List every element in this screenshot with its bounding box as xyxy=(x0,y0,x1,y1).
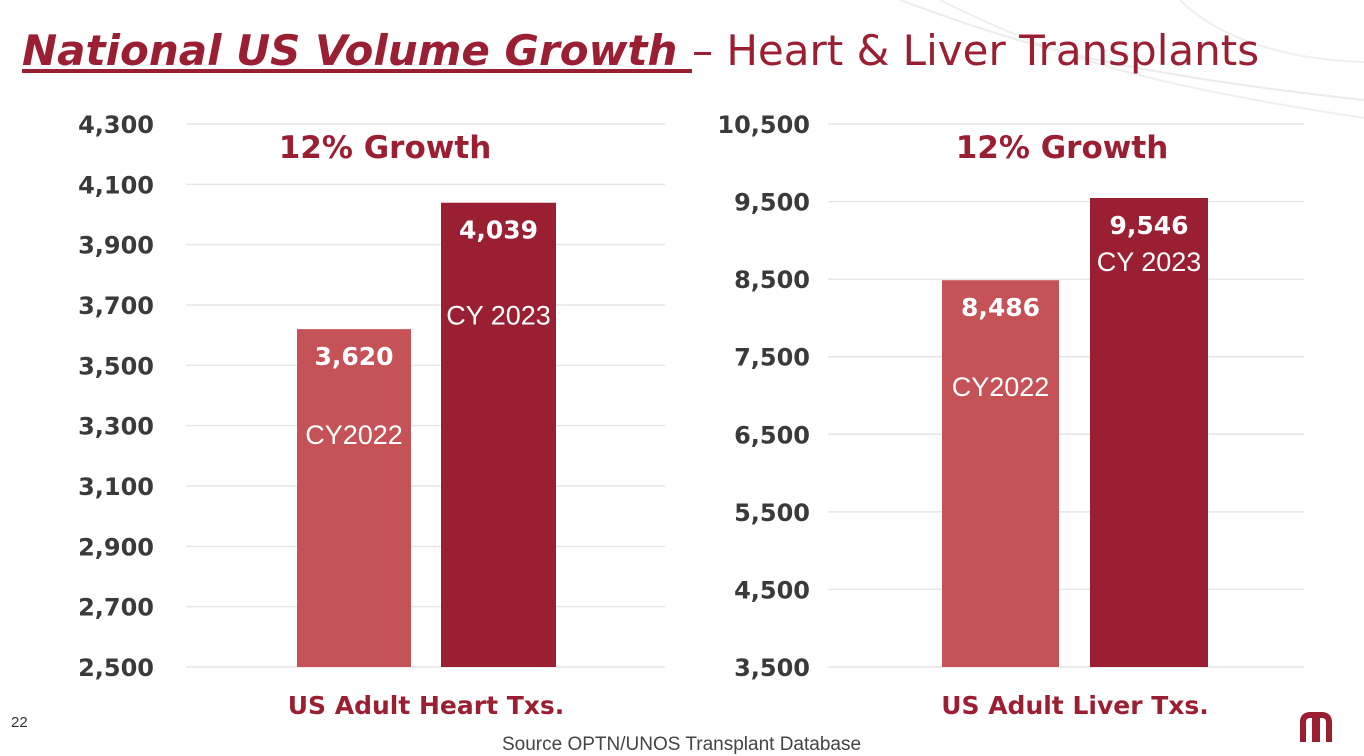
liver-bar-value-label: 8,486 xyxy=(961,293,1040,322)
heart-ytick-label: 3,300 xyxy=(78,413,154,441)
heart-ytick-label: 3,500 xyxy=(78,352,154,380)
liver-ytick-label: 6,500 xyxy=(734,421,810,449)
liver-chart-svg: 3,500 4,500 5,500 6,500 7,500 8,500 9,500 10,50… xyxy=(717,111,1304,720)
heart-x-axis-label: US Adult Heart Txs. xyxy=(288,691,565,720)
liver-bar-2023 xyxy=(1090,198,1208,667)
liver-ytick-label: 4,500 xyxy=(734,576,810,604)
liver-ytick-label: 5,500 xyxy=(734,499,810,527)
liver-growth-annotation: 12% Growth xyxy=(955,130,1169,166)
brand-logo-icon xyxy=(1300,712,1332,742)
liver-bar-category-label: CY 2023 xyxy=(1097,247,1202,277)
title-separator: – xyxy=(691,26,713,75)
liver-x-axis-label: US Adult Liver Txs. xyxy=(941,691,1209,720)
page-number: 22 xyxy=(11,714,28,731)
liver-bar-value-label: 9,546 xyxy=(1109,211,1188,240)
page-title: National US Volume Growth – Heart & Live… xyxy=(22,22,1259,80)
heart-chart-svg: 2,500 2,700 2,900 3,100 3,300 3,500 3,700 3,900… xyxy=(78,111,665,720)
heart-bar-2023 xyxy=(441,202,556,668)
liver-ytick-label: 7,500 xyxy=(734,344,810,372)
heart-bar-value-label: 3,620 xyxy=(314,342,393,371)
heart-transplant-chart: 2,500 2,700 2,900 3,100 3,300 3,500 3,700 3,900… xyxy=(0,0,680,730)
heart-ytick-label: 3,100 xyxy=(78,473,154,501)
heart-ytick-label: 2,900 xyxy=(78,533,154,561)
heart-ytick-label: 3,700 xyxy=(78,292,154,320)
heart-ytick-label: 2,700 xyxy=(78,594,154,622)
heart-bar-value-label: 4,039 xyxy=(459,216,538,245)
heart-ytick-label: 4,300 xyxy=(78,111,154,139)
liver-bar-2022 xyxy=(942,280,1059,667)
heart-ytick-label: 2,500 xyxy=(78,654,154,682)
heart-growth-annotation: 12% Growth xyxy=(278,130,492,166)
liver-transplant-chart: 3,500 4,500 5,500 6,500 7,500 8,500 9,500 10,50… xyxy=(682,0,1362,730)
source-note: Source OPTN/UNOS Transplant Database xyxy=(502,734,862,755)
title-main: National US Volume Growth xyxy=(22,26,692,75)
heart-bar-category-label: CY2022 xyxy=(305,420,403,450)
title-subtitle: Heart & Liver Transplants xyxy=(712,26,1260,75)
heart-ytick-label: 3,900 xyxy=(78,232,154,260)
heart-bar-category-label: CY 2023 xyxy=(446,301,551,331)
heart-bar-2022 xyxy=(297,329,411,667)
liver-bar-category-label: CY2022 xyxy=(952,372,1050,402)
liver-ytick-label: 3,500 xyxy=(734,654,810,682)
liver-ytick-label: 8,500 xyxy=(734,266,810,294)
heart-ytick-label: 4,100 xyxy=(78,171,154,199)
liver-ytick-label: 10,500 xyxy=(717,111,810,139)
liver-ytick-label: 9,500 xyxy=(734,189,810,217)
